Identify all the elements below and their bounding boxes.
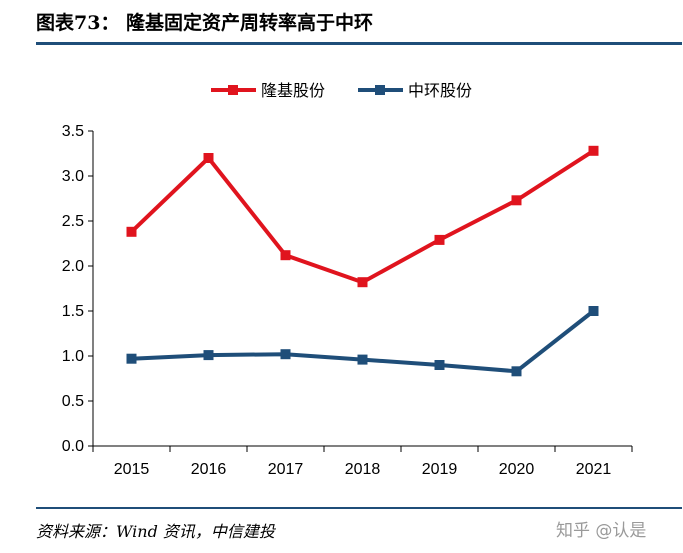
legend-label-1: 隆基股份 [261, 81, 325, 100]
series-layer [126, 145, 599, 377]
x-tick-label: 2015 [114, 461, 150, 478]
series-1-point [203, 153, 214, 163]
y-tick-label: 2.5 [62, 213, 84, 230]
x-tick-label: 2019 [422, 461, 458, 478]
y-tick-label: 2.0 [62, 258, 84, 275]
y-tick-label: 3.0 [62, 168, 84, 185]
axes: 0.0 0.5 1.0 1.5 2.0 2.5 3.0 3.5 2015 2016 2017 2018… [62, 123, 633, 478]
x-tick-label: 2017 [268, 461, 304, 478]
series-1-point [434, 234, 445, 245]
legend: 隆基股份 中环股份 [211, 81, 472, 100]
y-tick-label: 1.0 [62, 348, 84, 365]
title-rule [36, 42, 682, 45]
series-1-point [511, 195, 522, 206]
series-2-point [588, 306, 599, 316]
series-2-point [434, 360, 445, 370]
series-1-point [588, 145, 599, 156]
source-note: 资料来源：Wind 资讯，中信建投 [36, 522, 275, 541]
source-rule [36, 507, 682, 509]
y-tick-label: 0.0 [62, 438, 84, 455]
x-tick-label: 2020 [499, 461, 535, 478]
y-tick-label: 3.5 [62, 123, 84, 140]
y-tick-label: 0.5 [62, 393, 84, 410]
series-2-point [511, 366, 522, 377]
x-tick-label: 2018 [345, 461, 381, 478]
series-line-1 [130, 149, 595, 285]
legend-marker-1 [228, 85, 238, 95]
series-2-point [203, 350, 214, 361]
series-2-point [280, 349, 291, 360]
x-tick-label: 2016 [191, 461, 227, 478]
series-2-point [126, 353, 137, 364]
series-1-point [126, 226, 137, 237]
series-1-point [357, 277, 368, 288]
figure-title: 图表73： 隆基固定资产周转率高于中环 [36, 12, 374, 34]
x-tick-label: 2021 [576, 461, 612, 478]
legend-label-2: 中环股份 [408, 81, 472, 100]
watermark: 知乎 @认是 [556, 521, 647, 541]
legend-marker-2 [375, 85, 385, 95]
series-1-point [280, 250, 291, 261]
series-2-point [357, 354, 368, 365]
y-tick-label: 1.5 [62, 303, 84, 320]
